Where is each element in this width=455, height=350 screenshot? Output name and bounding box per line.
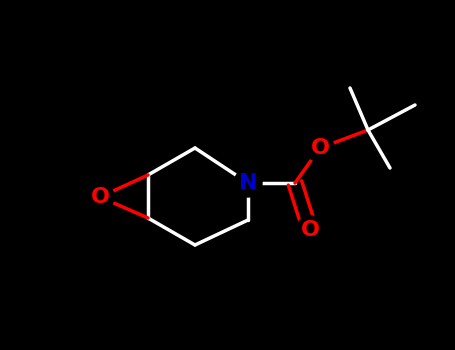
Text: O: O xyxy=(310,138,329,158)
Circle shape xyxy=(296,216,324,244)
Circle shape xyxy=(306,134,334,162)
Circle shape xyxy=(234,169,262,197)
Text: N: N xyxy=(239,173,257,193)
Circle shape xyxy=(86,183,114,211)
Text: O: O xyxy=(300,220,319,240)
Text: O: O xyxy=(91,187,110,207)
